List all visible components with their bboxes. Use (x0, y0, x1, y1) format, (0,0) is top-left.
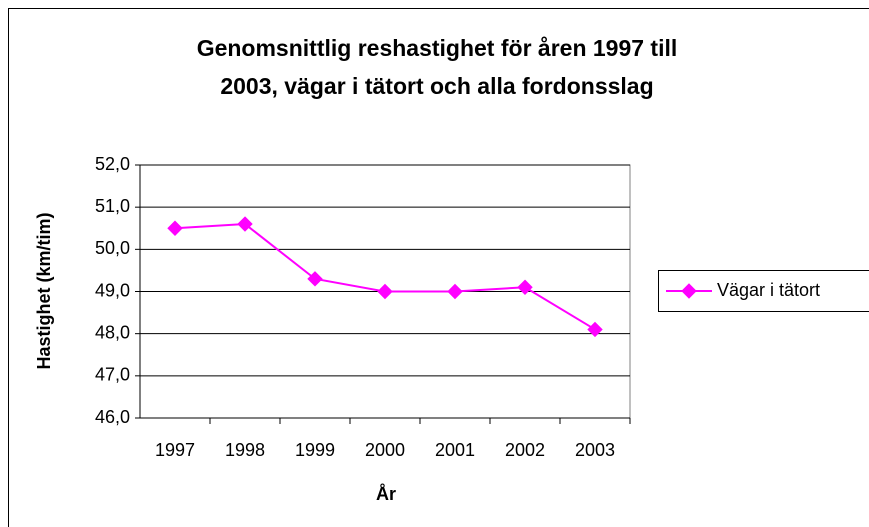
x-tick-label: 2001 (435, 440, 475, 460)
y-tick-label: 51,0 (95, 196, 130, 216)
data-point (377, 283, 393, 300)
x-tick-label: 1999 (295, 440, 335, 460)
y-tick-label: 47,0 (95, 365, 130, 385)
y-tick-label: 49,0 (95, 280, 130, 300)
y-axis-title: Hastighet (km/tim) (34, 212, 54, 369)
y-tick-label: 50,0 (95, 238, 130, 258)
y-tick-label: 52,0 (95, 154, 130, 174)
x-axis-title: År (376, 484, 396, 504)
data-point (447, 283, 463, 300)
x-tick-label: 2003 (575, 440, 615, 460)
chart-title: Genomsnittlig reshastighet för åren 1997… (197, 35, 678, 61)
x-tick-label: 1997 (155, 440, 195, 460)
x-tick-label: 2002 (505, 440, 545, 460)
legend-label: Vägar i tätort (717, 280, 820, 300)
data-point (167, 220, 183, 236)
data-point (587, 321, 603, 338)
x-tick-label: 1998 (225, 440, 265, 460)
data-point (237, 216, 253, 232)
y-tick-label: 48,0 (95, 322, 130, 342)
legend-marker (681, 283, 697, 299)
data-point (307, 271, 323, 287)
y-tick-label: 46,0 (95, 407, 130, 427)
x-tick-label: 2000 (365, 440, 405, 460)
chart-title: 2003, vägar i tätort och alla fordonssla… (220, 73, 653, 99)
data-point (517, 279, 533, 295)
